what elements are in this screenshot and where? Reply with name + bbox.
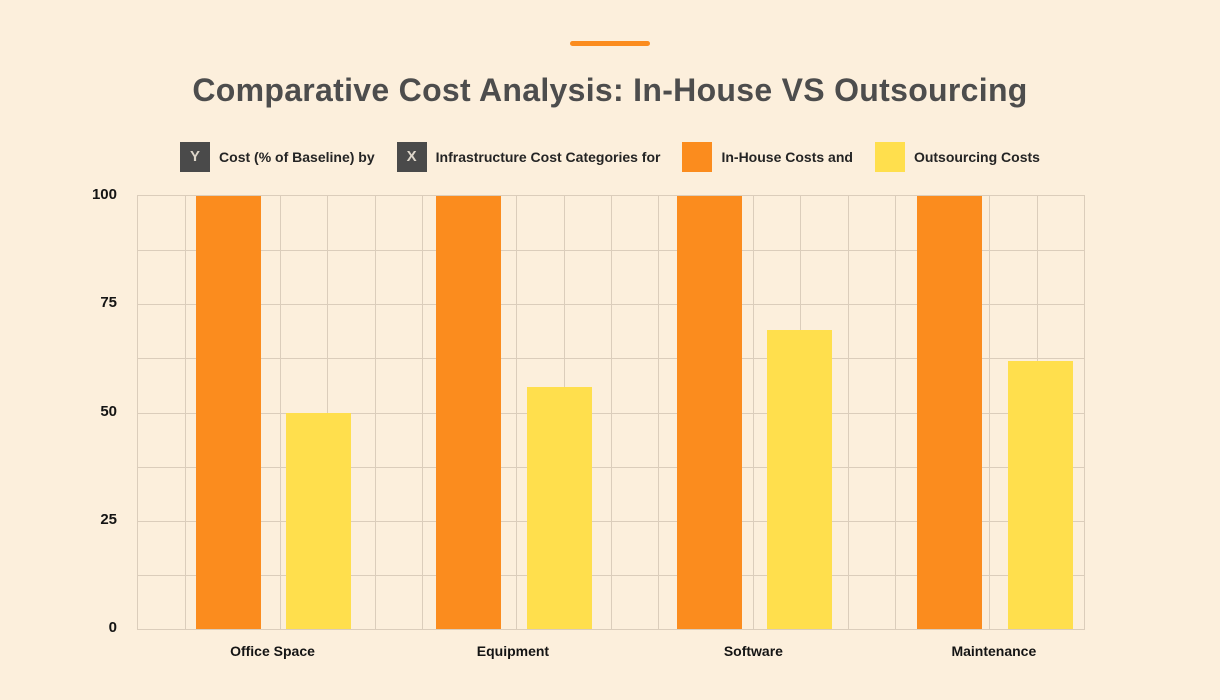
x-axis-legend-label: Infrastructure Cost Categories for: [435, 149, 661, 165]
horizontal-gridline: [138, 304, 1084, 306]
x-category-label-equipment: Equipment: [476, 643, 550, 659]
y-axis-legend-label: Cost (% of Baseline) by: [219, 149, 375, 165]
legend-item-outsourcing[interactable]: Outsourcing Costs: [874, 142, 1040, 172]
horizontal-gridline: [138, 520, 1084, 522]
bar-in-house-costs-software[interactable]: [676, 196, 742, 629]
x-axis-badge: X: [396, 142, 427, 172]
chart-legend: Y Cost (% of Baseline) by X Infrastructu…: [0, 142, 1220, 172]
bar-in-house-costs-office-space[interactable]: [195, 196, 261, 629]
in-house-legend-label: In-House Costs and: [721, 149, 853, 165]
x-category-label-software: Software: [723, 643, 783, 659]
legend-item-x-axis: X Infrastructure Cost Categories for: [396, 142, 661, 172]
legend-item-y-axis: Y Cost (% of Baseline) by: [180, 142, 375, 172]
bar-in-house-costs-equipment[interactable]: [436, 196, 502, 629]
y-tick-label-100: 100: [91, 186, 117, 203]
legend-item-in-house[interactable]: In-House Costs and: [682, 142, 853, 172]
page-title: Comparative Cost Analysis: In-House VS O…: [192, 72, 1028, 108]
outsourcing-legend-label: Outsourcing Costs: [913, 149, 1040, 165]
bar-in-house-costs-maintenance[interactable]: [917, 196, 982, 629]
y-tick-label-0: 0: [108, 619, 117, 636]
y-tick-label-75: 75: [100, 294, 117, 312]
y-axis-badge: Y: [180, 142, 211, 172]
x-category-label-maintenance: Maintenance: [951, 643, 1037, 659]
bar-outsourcing-costs-software[interactable]: [767, 330, 833, 629]
horizontal-gridline: [138, 466, 1084, 468]
horizontal-gridline: [138, 250, 1084, 252]
bar-outsourcing-costs-maintenance[interactable]: [1007, 360, 1073, 629]
in-house-legend-swatch: [682, 142, 713, 172]
bar-outsourcing-costs-office-space[interactable]: [286, 412, 352, 629]
x-category-label-office-space: Office Space: [230, 643, 315, 659]
title-accent-dash: [570, 41, 650, 46]
y-tick-label-25: 25: [100, 510, 117, 528]
horizontal-gridline: [138, 412, 1084, 414]
outsourcing-legend-swatch: [874, 142, 905, 172]
horizontal-gridline: [138, 358, 1084, 360]
horizontal-gridline: [138, 574, 1084, 576]
y-tick-label-50: 50: [100, 402, 117, 420]
bar-outsourcing-costs-equipment[interactable]: [526, 386, 592, 629]
plot-area: [137, 195, 1085, 630]
